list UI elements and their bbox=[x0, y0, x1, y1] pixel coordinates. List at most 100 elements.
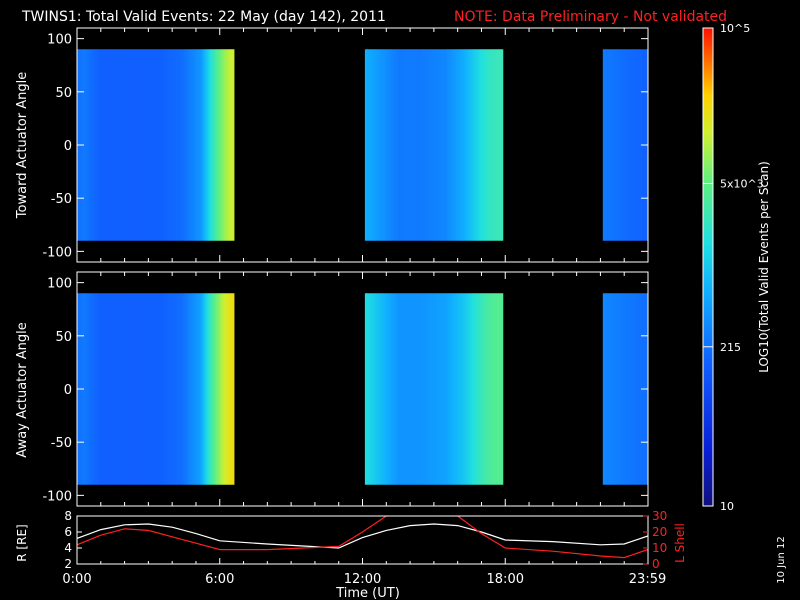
heatmap-cell bbox=[166, 49, 168, 241]
heatmap-cell bbox=[462, 293, 465, 485]
heatmap-cell bbox=[632, 49, 635, 241]
colorbar bbox=[702, 27, 714, 507]
heatmap-cell bbox=[393, 49, 396, 241]
heatmap-cell bbox=[419, 293, 422, 485]
heatmap-cell bbox=[155, 49, 158, 241]
heatmap-cell bbox=[495, 49, 498, 241]
heatmap-cell bbox=[412, 293, 415, 485]
lshell-tick-label: 30 bbox=[652, 509, 667, 523]
y-tick-label: 100 bbox=[47, 33, 72, 48]
r-tick-label: 6 bbox=[64, 525, 72, 539]
heatmap-cell bbox=[615, 293, 618, 485]
heatmap-cell bbox=[479, 293, 481, 485]
heatmap-cell bbox=[147, 49, 149, 241]
heatmap-cell bbox=[602, 293, 605, 485]
heatmap-cell bbox=[154, 49, 156, 241]
heatmap-cell bbox=[406, 293, 409, 485]
heatmap-cell bbox=[621, 49, 624, 241]
heatmap-cell bbox=[451, 293, 454, 485]
heatmap-cell bbox=[605, 293, 607, 485]
lshell-axis-label: L Shell bbox=[673, 523, 687, 563]
heatmap-cell bbox=[201, 293, 204, 485]
heatmap-cell bbox=[157, 293, 160, 485]
heatmap-cell bbox=[386, 293, 388, 485]
heatmap-cell bbox=[611, 49, 613, 241]
heatmap-cell bbox=[141, 293, 143, 485]
heatmap-cell bbox=[223, 293, 225, 485]
heatmap-cell bbox=[163, 293, 166, 485]
heatmap-cell bbox=[368, 49, 371, 241]
heatmap-cell bbox=[413, 293, 416, 485]
heatmap-cell bbox=[101, 293, 104, 485]
heatmap-cell bbox=[404, 293, 406, 485]
heatmap-cell bbox=[418, 49, 420, 241]
heatmap-cell bbox=[134, 49, 136, 241]
heatmap-cell bbox=[619, 49, 622, 241]
heatmap-cell bbox=[380, 49, 382, 241]
heatmap-cell bbox=[84, 49, 86, 241]
heatmap-cell bbox=[224, 49, 227, 241]
heatmap-cell bbox=[132, 49, 135, 241]
heatmap-cell bbox=[603, 293, 606, 485]
heatmap-cell bbox=[433, 49, 436, 241]
heatmap-cell bbox=[115, 293, 117, 485]
heatmap-cell bbox=[159, 49, 161, 241]
heatmap-cell bbox=[200, 49, 203, 241]
heatmap-cell bbox=[483, 49, 486, 241]
heatmap-cell bbox=[135, 293, 137, 485]
heatmap-cell bbox=[212, 293, 215, 485]
heatmap-cell bbox=[370, 293, 373, 485]
heatmap-cell bbox=[628, 293, 631, 485]
heatmap-cell bbox=[231, 49, 234, 241]
heatmap-cell bbox=[194, 49, 197, 241]
heatmap-cell bbox=[451, 49, 454, 241]
heatmap-cell bbox=[216, 293, 218, 485]
r-line bbox=[77, 523, 648, 549]
heatmap-cell bbox=[181, 293, 184, 485]
heatmap-cell bbox=[606, 49, 608, 241]
heatmap-cell bbox=[444, 49, 447, 241]
x-tick-label: 23:59 bbox=[629, 572, 666, 587]
x-tick-label: 6:00 bbox=[205, 572, 234, 587]
heatmap-cell bbox=[369, 49, 372, 241]
heatmap-cell bbox=[111, 49, 114, 241]
heatmap-cell bbox=[367, 49, 369, 241]
heatmap-cell bbox=[182, 293, 185, 485]
heatmap-cell bbox=[151, 293, 154, 485]
heatmap-cell bbox=[477, 293, 480, 485]
heatmap-cell bbox=[432, 49, 435, 241]
heatmap-cell bbox=[178, 293, 180, 485]
heatmap-cell bbox=[500, 293, 503, 485]
y-tick-label: -100 bbox=[42, 489, 72, 504]
heatmap-cell bbox=[217, 49, 219, 241]
heatmap-cell bbox=[205, 49, 208, 241]
heatmap-cell bbox=[216, 49, 218, 241]
heatmap-cell bbox=[204, 49, 206, 241]
heatmap-cell bbox=[393, 293, 396, 485]
heatmap-cell bbox=[614, 49, 617, 241]
heatmap-cell bbox=[163, 49, 166, 241]
heatmap-cell bbox=[615, 49, 618, 241]
heatmap-cell bbox=[418, 293, 420, 485]
heatmap-cell bbox=[462, 49, 465, 241]
heatmap-cell bbox=[224, 293, 227, 485]
heatmap-cell bbox=[174, 49, 177, 241]
y-tick-label: 0 bbox=[64, 139, 72, 154]
heatmap-cell bbox=[464, 49, 467, 241]
heatmap-cell bbox=[150, 293, 153, 485]
heatmap-cell bbox=[463, 49, 466, 241]
heatmap-cell bbox=[156, 49, 159, 241]
heatmap-cell bbox=[168, 293, 171, 485]
heatmap-cell bbox=[188, 293, 191, 485]
heatmap-cell bbox=[228, 293, 230, 485]
heatmap-cell bbox=[204, 293, 206, 485]
heatmap-cell bbox=[232, 293, 235, 485]
heatmap-cell bbox=[119, 293, 122, 485]
heatmap-cell bbox=[141, 49, 143, 241]
heatmap-cell bbox=[166, 293, 168, 485]
heatmap-cell bbox=[223, 49, 225, 241]
heatmap-cell bbox=[90, 49, 92, 241]
heatmap-cell bbox=[445, 293, 448, 485]
heatmap-cell bbox=[607, 49, 610, 241]
